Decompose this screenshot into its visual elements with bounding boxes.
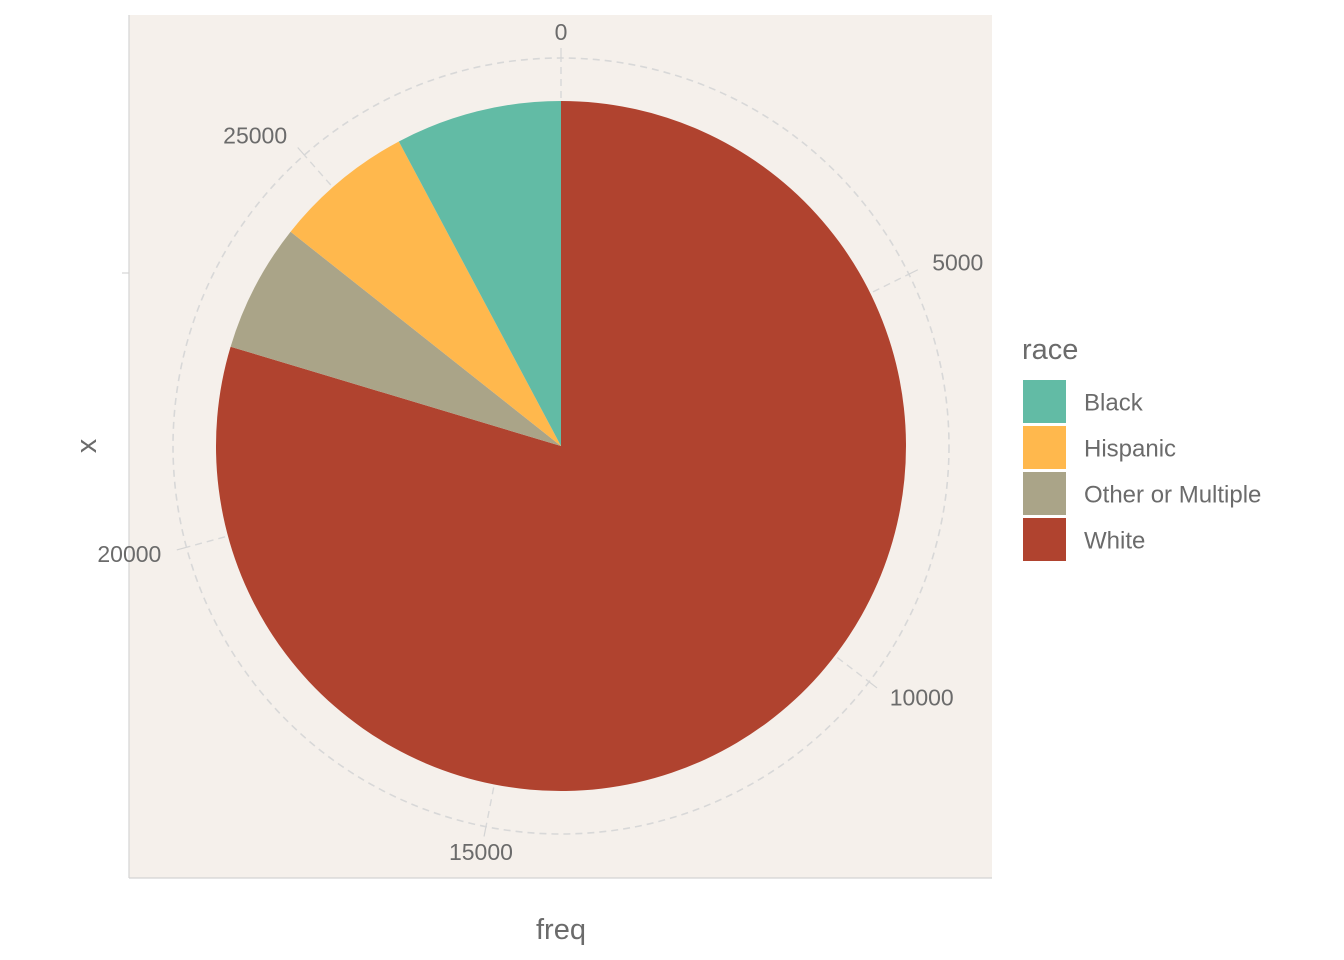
legend-label-hispanic: Hispanic [1084, 436, 1176, 463]
theta-tick-label: 25000 [223, 123, 287, 149]
pie-slice-hispanic [290, 141, 561, 446]
theta-tick-mark [868, 681, 878, 689]
theta-tick-label: 10000 [890, 685, 954, 711]
pie-slice-black [398, 101, 561, 446]
theta-tick-label: 15000 [449, 839, 513, 865]
theta-tick-mark [908, 269, 919, 275]
pie-slices [215, 101, 907, 791]
theta-tick-label: 5000 [932, 250, 983, 276]
x-axis-title: freq [536, 914, 586, 946]
pie-slice-other-or-multiple [230, 231, 561, 446]
legend-swatch-other-or-multiple [1023, 472, 1066, 515]
theta-tick-mark [176, 546, 187, 551]
theta-tick-mark [297, 147, 305, 156]
theta-tick-labels: 0 5000 10000 15000 20000 25000 [97, 19, 983, 865]
legend-swatch-white [1023, 518, 1066, 561]
legend: race Black Hispanic Other or Multiple White [1022, 334, 1261, 561]
legend-swatch-black [1023, 380, 1066, 423]
legend-label-black: Black [1084, 390, 1144, 417]
theta-tick-label: 0 [555, 19, 568, 45]
legend-title: race [1022, 334, 1078, 366]
theta-tick-mark [483, 826, 487, 837]
y-axis-title: x [71, 438, 103, 453]
legend-label-white: White [1084, 528, 1145, 555]
legend-label-other-or-multiple: Other or Multiple [1084, 482, 1261, 509]
theta-tick-label: 20000 [97, 541, 161, 567]
legend-swatch-hispanic [1023, 426, 1066, 469]
